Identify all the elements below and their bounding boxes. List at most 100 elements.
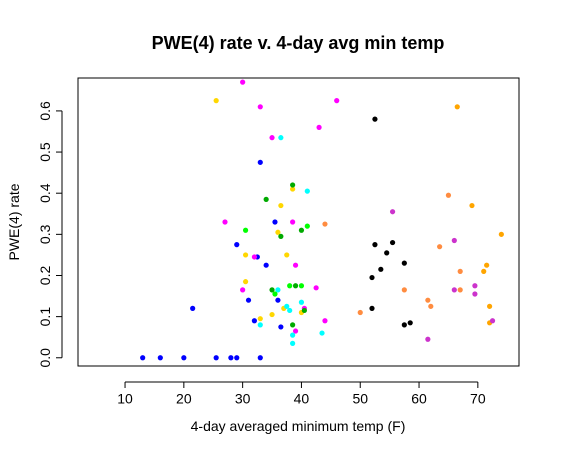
data-point xyxy=(287,307,293,314)
data-point xyxy=(242,279,249,285)
data-point xyxy=(278,233,284,239)
data-point xyxy=(372,116,378,122)
data-point xyxy=(242,252,249,258)
data-point xyxy=(275,287,281,293)
data-point xyxy=(357,309,363,316)
data-point xyxy=(407,320,413,326)
data-point xyxy=(304,223,310,229)
data-point xyxy=(278,135,284,141)
data-point xyxy=(316,124,322,130)
data-point xyxy=(284,252,290,258)
data-point xyxy=(269,311,275,318)
data-point xyxy=(213,355,219,361)
y-tick-label: 0.0 xyxy=(37,348,53,368)
data-point xyxy=(298,283,305,289)
data-point xyxy=(240,79,246,85)
data-point xyxy=(228,355,234,361)
y-axis: 0.0 0.1 0.2 0.3 0.4 0.5 0.6 xyxy=(37,101,63,368)
data-point xyxy=(334,98,340,104)
data-point xyxy=(401,260,407,266)
data-point xyxy=(484,262,490,268)
data-point xyxy=(401,322,407,328)
y-tick-label: 0.1 xyxy=(37,307,53,327)
data-point xyxy=(222,219,228,225)
y-tick-label: 0.2 xyxy=(37,266,53,286)
data-point xyxy=(275,297,281,303)
data-point xyxy=(181,355,187,361)
plot-frame xyxy=(77,77,520,367)
data-point xyxy=(454,104,460,110)
data-point xyxy=(472,291,478,297)
data-point xyxy=(257,159,263,165)
data-point xyxy=(298,227,305,233)
data-point xyxy=(322,221,328,227)
data-point xyxy=(234,242,240,248)
data-point xyxy=(272,219,278,225)
data-point xyxy=(389,209,396,215)
y-axis-label: PWE(4) rate xyxy=(6,183,22,260)
y-tick-label: 0.3 xyxy=(37,224,53,244)
data-point xyxy=(292,283,299,289)
x-tick-label: 50 xyxy=(352,390,368,406)
data-point xyxy=(457,287,463,293)
data-point xyxy=(275,229,281,235)
data-point xyxy=(257,104,263,110)
data-point xyxy=(498,231,504,237)
data-point xyxy=(298,299,305,305)
data-points xyxy=(140,79,504,361)
data-point xyxy=(378,266,384,272)
data-point xyxy=(251,254,257,260)
data-point xyxy=(257,322,263,328)
data-point xyxy=(290,332,296,338)
data-point xyxy=(140,355,146,361)
data-point xyxy=(278,324,284,330)
data-point xyxy=(313,285,319,291)
x-tick-label: 70 xyxy=(470,390,486,406)
data-point xyxy=(284,303,290,309)
data-point xyxy=(369,274,375,281)
data-point xyxy=(425,297,431,303)
data-point xyxy=(263,196,269,202)
data-point xyxy=(425,336,431,342)
data-point xyxy=(372,242,378,248)
data-point xyxy=(322,318,328,324)
data-point xyxy=(257,316,263,322)
data-point xyxy=(245,297,252,303)
data-point xyxy=(384,250,390,256)
data-point xyxy=(301,307,307,314)
chart-title: PWE(4) rate v. 4-day avg min temp xyxy=(152,33,445,53)
data-point xyxy=(287,283,293,289)
x-axis: 10 20 30 40 50 60 70 xyxy=(117,381,486,406)
data-point xyxy=(445,192,452,198)
data-point xyxy=(489,318,496,324)
x-axis-label: 4-day averaged minimum temp (F) xyxy=(191,418,406,434)
data-point xyxy=(290,219,296,225)
x-tick-label: 30 xyxy=(235,390,251,406)
data-point xyxy=(437,244,443,250)
data-point xyxy=(292,262,299,268)
data-point xyxy=(292,328,299,334)
x-tick-label: 40 xyxy=(294,390,310,406)
y-tick-label: 0.4 xyxy=(37,183,53,203)
x-tick-label: 60 xyxy=(411,390,427,406)
data-point xyxy=(487,303,493,309)
x-tick-label: 20 xyxy=(176,390,192,406)
data-point xyxy=(269,287,275,293)
data-point xyxy=(234,355,240,361)
data-point xyxy=(401,287,407,293)
y-tick-label: 0.6 xyxy=(37,101,53,121)
data-point xyxy=(190,305,196,311)
data-point xyxy=(251,318,257,324)
data-point xyxy=(269,135,275,141)
data-point xyxy=(451,287,457,293)
data-point xyxy=(290,340,296,346)
data-point xyxy=(257,355,263,361)
data-point xyxy=(213,98,219,104)
data-point xyxy=(290,322,296,328)
data-point xyxy=(457,268,463,274)
data-point xyxy=(469,202,475,209)
x-tick-label: 10 xyxy=(117,390,133,406)
data-point xyxy=(389,239,396,246)
